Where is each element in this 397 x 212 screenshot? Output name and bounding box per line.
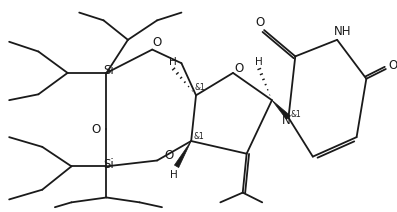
Text: &1: &1	[291, 110, 302, 119]
Text: O: O	[234, 61, 243, 75]
Text: H: H	[255, 57, 263, 67]
Text: &1: &1	[194, 132, 204, 141]
Polygon shape	[174, 141, 191, 167]
Text: N: N	[282, 114, 291, 127]
Text: H: H	[170, 170, 178, 180]
Text: O: O	[91, 123, 100, 136]
Text: &1: &1	[195, 84, 205, 92]
Polygon shape	[272, 100, 291, 120]
Text: NH: NH	[334, 25, 352, 38]
Text: H: H	[169, 57, 177, 67]
Text: O: O	[165, 149, 174, 162]
Text: O: O	[152, 36, 162, 49]
Text: O: O	[256, 16, 265, 29]
Text: O: O	[389, 59, 397, 72]
Text: Si: Si	[103, 158, 114, 171]
Text: Si: Si	[103, 64, 114, 77]
